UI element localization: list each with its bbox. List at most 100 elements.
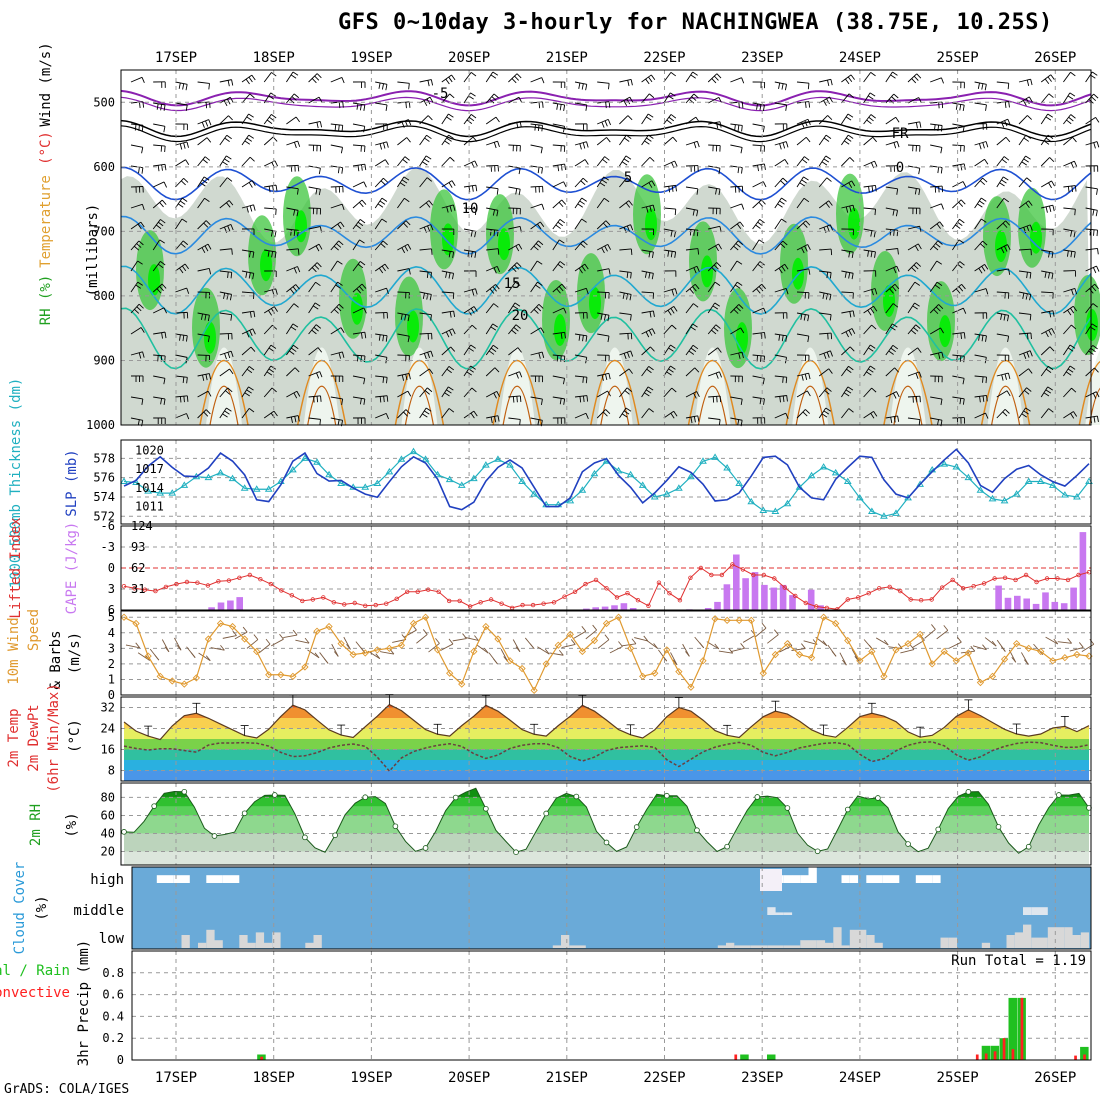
wind-barb-feather — [248, 386, 254, 391]
wind-barb-feather — [401, 179, 408, 184]
wind-barb-feather — [494, 416, 497, 423]
wind-barb-feather — [933, 245, 939, 251]
wind-barb — [841, 134, 849, 146]
wind-barb-feather — [645, 331, 650, 338]
wind-barb-feather — [692, 209, 695, 216]
wind-barb — [530, 304, 540, 314]
wind-barb-feather — [690, 326, 696, 331]
wind-barb — [996, 372, 1009, 377]
wind-barb-feather — [293, 93, 300, 99]
wind-barb — [996, 409, 1006, 419]
wind-barb-feather — [673, 411, 678, 417]
wind-barb — [175, 159, 186, 167]
wind-barb-feather — [403, 411, 408, 417]
wind-barb — [1069, 647, 1084, 652]
temp-tick: 16 — [101, 743, 115, 757]
wind-barb — [286, 266, 298, 272]
wind-barb-feather — [137, 260, 143, 265]
wind-barb — [984, 637, 997, 647]
wind-barb-feather — [1050, 74, 1055, 80]
wind-barb-feather — [668, 116, 674, 122]
wind-barb — [352, 199, 363, 209]
wind-barb-feather — [848, 408, 854, 413]
wind-barb-feather — [955, 288, 961, 294]
lifted-index-marker — [719, 572, 725, 578]
cloud-bar — [1047, 927, 1057, 948]
wind-barb — [375, 102, 388, 106]
temp-axis-label: (°C) — [67, 719, 83, 753]
wind-barb-feather — [359, 286, 364, 292]
wind-barb — [863, 136, 874, 146]
wind-barb-feather — [892, 303, 899, 308]
wind-barb-feather — [226, 202, 231, 208]
wind-barb-feather — [582, 142, 586, 149]
thickness-marker — [1012, 490, 1021, 497]
wind-barb-feather — [1045, 206, 1048, 213]
wind-barb-feather — [804, 120, 808, 127]
wind-barb-feather — [845, 137, 852, 142]
wind-barb — [685, 186, 698, 190]
wind-barb — [663, 136, 674, 146]
rh-marker — [814, 848, 821, 855]
cloud-bar — [866, 875, 875, 883]
wind-barb-feather — [429, 294, 432, 301]
cloud-bar — [891, 875, 900, 883]
wind-barb-feather — [448, 408, 455, 413]
wind-barb — [774, 395, 787, 398]
wind-barb-feather — [693, 303, 699, 308]
wind-barb-feather — [560, 332, 563, 339]
cape-bar — [1079, 532, 1087, 610]
wind-barb-feather — [514, 302, 521, 307]
wind-barb-feather — [1073, 251, 1076, 258]
wind-barb — [974, 218, 982, 230]
wind-barb-feather — [941, 352, 944, 359]
wind-barb-feather — [315, 188, 318, 195]
wind-barb-feather — [404, 120, 408, 127]
precip-label-conv: Convective — [0, 985, 70, 1001]
wind-barb-feather — [785, 104, 788, 111]
wind-barb-feather — [427, 115, 433, 121]
cloud-level-label: high — [90, 872, 124, 888]
wind-barb — [863, 365, 871, 377]
wind-barb-feather — [1043, 392, 1050, 397]
wind-barb-feather — [1078, 642, 1084, 648]
wind-barb-feather — [493, 392, 497, 399]
dewpoint-line — [123, 741, 1090, 773]
wind-barb-feather — [401, 374, 405, 381]
wind-barb-feather — [848, 365, 854, 371]
wind-barb — [549, 652, 564, 656]
wind-barb — [552, 283, 563, 293]
wind-barb-feather — [645, 389, 652, 394]
date-label-bottom: 21SEP — [546, 1070, 588, 1086]
wind-barb-feather — [1073, 161, 1078, 167]
wind-barb-feather — [179, 200, 186, 205]
wind-barb-feather — [1008, 268, 1011, 275]
cloud-bar — [866, 935, 875, 948]
lifted-index-marker — [174, 581, 179, 587]
wind-barb-feather — [581, 218, 587, 223]
wind-barb-feather — [959, 355, 962, 362]
wind-barb-feather — [893, 416, 896, 423]
date-label-top: 22SEP — [643, 50, 685, 66]
wind-barb-feather — [292, 71, 299, 76]
isotherm-label: -5 — [432, 86, 449, 102]
cloud-bar — [767, 907, 776, 915]
wind-barb-feather — [581, 197, 587, 202]
thickness-marker — [120, 477, 128, 485]
rh-marker — [302, 834, 308, 841]
wind-barb-feather — [1067, 250, 1069, 257]
wind-barb — [863, 72, 872, 83]
wind-barb — [219, 79, 232, 83]
wind-barb — [397, 137, 408, 146]
wind-barb-feather — [713, 327, 719, 332]
wind-barb — [397, 268, 410, 272]
wind-barb-feather — [867, 309, 872, 316]
wind-barb-feather — [1028, 96, 1033, 103]
cape-axis-label: CAPE (J/kg) — [64, 522, 80, 615]
wind-barb-feather — [183, 177, 189, 183]
wind-barb — [485, 284, 496, 293]
cape-bar — [1042, 592, 1049, 610]
wind-barb — [767, 634, 779, 644]
wind-barb-feather — [957, 636, 962, 643]
wind-barb-feather — [1023, 410, 1029, 415]
